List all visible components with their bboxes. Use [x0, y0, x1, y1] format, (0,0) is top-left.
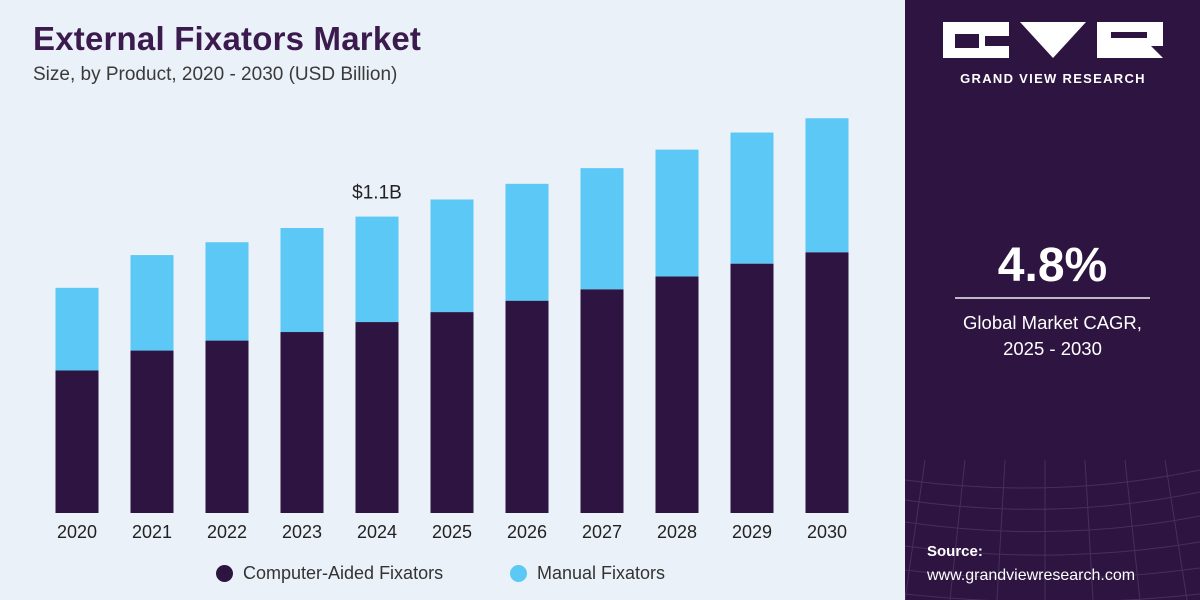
bar-computer-aided-2030	[805, 252, 849, 513]
legend-swatch-computer-aided	[216, 565, 233, 582]
bar-computer-aided-2029	[730, 263, 774, 513]
bar-manual-2020	[55, 287, 99, 371]
bar-computer-aided-2022	[205, 340, 249, 513]
bar-computer-aided-2026	[505, 300, 549, 513]
cagr-label: Global Market CAGR, 2025 - 2030	[905, 310, 1200, 362]
bar-manual-2030	[805, 118, 849, 253]
bar-manual-2029	[730, 132, 774, 264]
x-tick-label-2029: 2029	[732, 522, 772, 542]
x-tick-label-2021: 2021	[132, 522, 172, 542]
chart-area: External Fixators Market Size, by Produc…	[0, 20, 905, 589]
legend-item-computer-aided: Computer-Aided Fixators	[216, 563, 443, 584]
x-tick-label-2028: 2028	[657, 522, 697, 542]
grand-view-research-logo: GRAND VIEW RESEARCH	[943, 22, 1163, 92]
legend-label-computer-aided: Computer-Aided Fixators	[243, 563, 444, 583]
bar-manual-2028	[655, 149, 699, 277]
bar-computer-aided-2028	[655, 276, 699, 513]
data-label-2024: $1.1B	[352, 183, 402, 204]
cagr-label-line2: 2025 - 2030	[1003, 338, 1102, 359]
bar-manual-2024	[355, 216, 399, 323]
bar-computer-aided-2023	[280, 332, 324, 513]
legend-swatch-manual	[510, 565, 527, 582]
logo-mark-icon	[943, 22, 1163, 58]
cagr-value: 4.8%	[997, 239, 1108, 292]
bar-computer-aided-2027	[580, 289, 624, 513]
bar-manual-2026	[505, 183, 549, 301]
brand-name: GRAND VIEW RESEARCH	[960, 71, 1146, 86]
bar-manual-2027	[580, 168, 624, 290]
chart-subtitle: Size, by Product, 2020 - 2030 (USD Billi…	[33, 64, 398, 85]
x-tick-label-2025: 2025	[432, 522, 472, 542]
legend-label-manual: Manual Fixators	[537, 563, 666, 583]
x-tick-label-2026: 2026	[507, 522, 547, 542]
bar-computer-aided-2025	[430, 312, 474, 513]
bar-manual-2025	[430, 199, 474, 313]
bar-manual-2023	[280, 228, 324, 333]
x-tick-label-2020: 2020	[57, 522, 97, 542]
summary-panel: GRAND VIEW RESEARCH 4.8% Global Market C…	[905, 0, 1200, 600]
bar-manual-2021	[130, 255, 174, 351]
cagr-label-line1: Global Market CAGR,	[963, 312, 1142, 333]
cagr-divider	[955, 297, 1150, 299]
bar-computer-aided-2024	[355, 322, 399, 513]
x-tick-label-2023: 2023	[282, 522, 322, 542]
bar-manual-2022	[205, 242, 249, 341]
chart-title: External Fixators Market	[33, 20, 422, 57]
stacked-bar-chart: 2020 2021 2022 2023 2024 2025 2026 2027 2028 2029…	[55, 118, 849, 542]
chart-legend: Computer-Aided Fixators Manual Fixators	[0, 563, 905, 589]
source-label: Source:	[927, 543, 983, 560]
source-link[interactable]: www.grandviewresearch.com	[927, 567, 1136, 584]
grid-decoration	[905, 460, 1200, 600]
x-tick-label-2027: 2027	[582, 522, 622, 542]
x-tick-label-2022: 2022	[207, 522, 247, 542]
bar-computer-aided-2021	[130, 350, 174, 513]
x-tick-label-2024: 2024	[357, 522, 397, 542]
legend-item-manual: Manual Fixators	[510, 563, 665, 584]
x-tick-label-2030: 2030	[807, 522, 847, 542]
bar-computer-aided-2020	[55, 370, 99, 513]
